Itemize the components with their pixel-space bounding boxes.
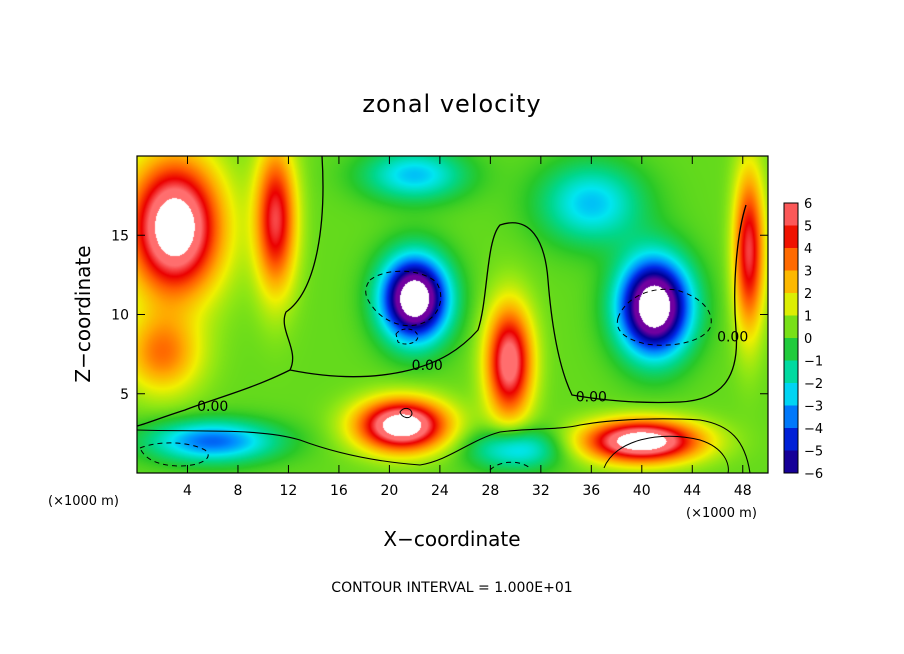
colorbar-tick-label: −2 [804, 377, 823, 392]
x-unit-label-right: (×1000 m) [686, 506, 757, 521]
colorbar-swatch [784, 203, 798, 226]
colorbar-swatch [784, 450, 798, 474]
colorbar-tick-label: −6 [804, 467, 823, 482]
negative-contour-vortex-right [616, 288, 712, 346]
x-axis-label: X−coordinate [383, 527, 520, 551]
zero-contour-left [137, 156, 324, 427]
contour-labels: 0.00 0.00 0.00 0.00 [197, 329, 748, 415]
colorbar-swatch [784, 405, 798, 429]
contour-label: 0.00 [576, 390, 607, 406]
contour-label: 0.00 [717, 329, 748, 345]
x-tick-label: 12 [280, 483, 298, 499]
y-axis-ticks: 5 10 15 [111, 228, 768, 403]
x-tick-label: 28 [481, 483, 499, 499]
y-tick-label: 10 [111, 308, 129, 324]
contour-lines [137, 156, 751, 473]
y-tick-label: 5 [120, 387, 129, 403]
colorbar-swatch [784, 360, 798, 384]
colorbar-swatch [784, 225, 798, 249]
x-unit-label-left: (×1000 m) [48, 494, 119, 509]
x-axis-ticks: 4 8 12 16 20 24 28 32 36 40 44 48 [183, 156, 752, 499]
colorbar-tick-label: 2 [804, 287, 812, 302]
colorbar-swatch [784, 338, 798, 361]
colorbar-tick-label: 0 [804, 332, 812, 347]
colorbar-swatch [784, 383, 798, 406]
negative-contour-bottom-left [139, 442, 209, 467]
positive-contour-bottom-right [603, 435, 729, 473]
chart-title: zonal velocity [362, 90, 541, 118]
x-tick-label: 16 [330, 483, 348, 499]
x-tick-label: 40 [633, 483, 651, 499]
heatmap-field [137, 156, 768, 473]
y-tick-label: 15 [111, 228, 129, 244]
colorbar-tick-label: 4 [804, 242, 812, 257]
x-tick-label: 48 [734, 483, 752, 499]
zero-contour-middle [289, 204, 747, 404]
colorbar-swatch [784, 428, 798, 451]
x-tick-label: 24 [431, 483, 449, 499]
colorbar-swatch [784, 315, 798, 339]
negative-contour-bottom-mid [489, 461, 531, 471]
colorbar-tick-label: −4 [804, 422, 823, 437]
x-tick-label: 44 [683, 483, 701, 499]
contour-label: 0.00 [197, 399, 228, 415]
colorbar-swatch [784, 293, 798, 316]
colorbar-tick-label: 1 [804, 310, 812, 325]
colorbar-tick-label: 5 [804, 220, 812, 235]
colorbar-tick-label: 3 [804, 265, 812, 280]
colorbar-tick-label: −1 [804, 355, 823, 370]
colorbar-tick-label: 6 [804, 197, 812, 212]
plot-area: 0.000.000.000.00 4 8 12 16 20 24 28 32 36 40 44 48 … [111, 155, 769, 499]
zero-contour-lower [137, 418, 751, 473]
x-tick-label: 36 [582, 483, 600, 499]
colorbar: 6 5 4 3 2 1 0 −1 −2 −3 −4 −5 −6 [783, 197, 823, 482]
colorbar-swatch [784, 270, 798, 294]
colorbar-swatch [784, 248, 798, 271]
x-tick-label: 32 [532, 483, 550, 499]
positive-contour-small [399, 407, 413, 419]
colorbar-frame [783, 202, 799, 474]
x-tick-label: 20 [380, 483, 398, 499]
y-axis-label: Z−coordinate [71, 245, 95, 382]
negative-contour-vortex-left-inner [395, 328, 419, 345]
colorbar-tick-label: −3 [804, 400, 823, 415]
contour-interval-footer: CONTOUR INTERVAL = 1.000E+01 [331, 580, 572, 596]
contour-label: 0.00 [412, 358, 443, 374]
x-tick-label: 8 [233, 483, 242, 499]
colorbar-tick-label: −5 [804, 445, 823, 460]
x-tick-label: 4 [183, 483, 192, 499]
negative-contour-vortex-left [365, 270, 442, 326]
